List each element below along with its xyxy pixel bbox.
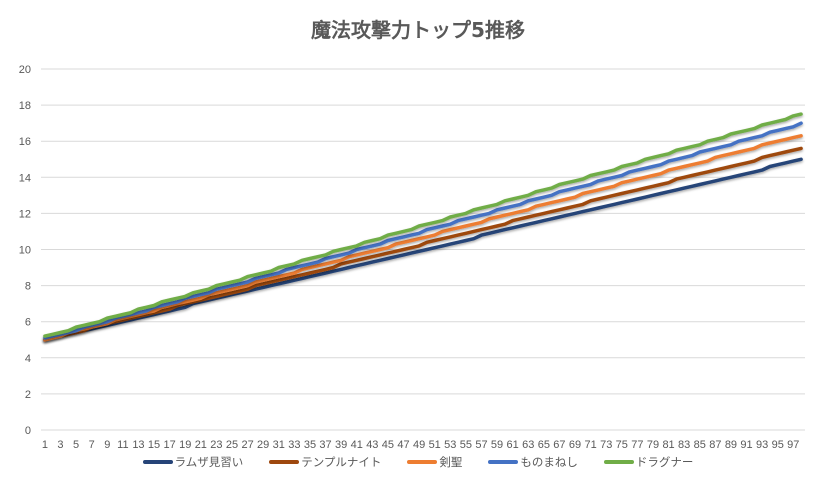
x-tick-label: 1 xyxy=(42,439,48,451)
x-axis-ticks: 1 3 5 7 9 11 13 15 17 19 21 23 25 27 29 31 33 35 37 39 41 43 4… xyxy=(42,439,800,451)
x-tick-label: 19 xyxy=(179,439,191,451)
x-tick-label: 65 xyxy=(538,439,550,451)
x-tick-label: 71 xyxy=(584,439,596,451)
legend-item: テンプルナイト xyxy=(269,454,381,470)
x-tick-label: 97 xyxy=(787,439,799,451)
y-tick-label: 20 xyxy=(19,64,31,76)
x-tick-label: 69 xyxy=(569,439,581,451)
series-line-3 xyxy=(43,134,803,342)
x-tick-label: 23 xyxy=(210,439,222,451)
y-tick-label: 4 xyxy=(25,353,31,365)
x-tick-label: 3 xyxy=(57,439,63,451)
series-lines xyxy=(43,112,803,342)
x-tick-label: 67 xyxy=(553,439,565,451)
series-line-5 xyxy=(43,112,803,338)
legend-label: テンプルナイト xyxy=(301,455,382,469)
x-tick-label: 91 xyxy=(740,439,752,451)
legend-item: 剣聖 xyxy=(407,454,462,470)
legend: ラムザ見習い テンプルナイト 剣聖 ものまねし ドラグナー xyxy=(0,454,836,470)
x-tick-label: 9 xyxy=(104,439,110,451)
y-tick-label: 0 xyxy=(25,425,31,437)
legend-item: ラムザ見習い xyxy=(142,454,244,470)
x-tick-label: 53 xyxy=(444,439,456,451)
x-tick-label: 37 xyxy=(319,439,331,451)
x-tick-label: 15 xyxy=(148,439,160,451)
legend-label: 剣聖 xyxy=(439,455,463,469)
x-tick-label: 57 xyxy=(475,439,487,451)
x-tick-label: 29 xyxy=(257,439,269,451)
x-tick-label: 7 xyxy=(89,439,95,451)
series-line-4 xyxy=(43,121,803,340)
x-tick-label: 79 xyxy=(647,439,659,451)
x-tick-label: 55 xyxy=(460,439,472,451)
legend-label: ものまねし xyxy=(520,455,578,469)
legend-swatch xyxy=(603,460,634,464)
y-tick-label: 10 xyxy=(19,245,31,257)
x-tick-label: 73 xyxy=(600,439,612,451)
legend-swatch xyxy=(407,460,438,464)
legend-item: ものまねし xyxy=(488,454,578,470)
legend-item: ドラグナー xyxy=(603,454,694,470)
y-tick-label: 12 xyxy=(19,208,31,220)
y-tick-label: 18 xyxy=(19,100,31,112)
x-tick-label: 77 xyxy=(631,439,643,451)
legend-swatch xyxy=(269,460,300,464)
x-tick-label: 41 xyxy=(351,439,363,451)
x-tick-label: 35 xyxy=(304,439,316,451)
legend-swatch xyxy=(488,460,519,464)
x-tick-label: 31 xyxy=(273,439,285,451)
y-tick-label: 6 xyxy=(25,317,31,329)
x-tick-label: 5 xyxy=(73,439,79,451)
legend-label: ドラグナー xyxy=(635,455,694,469)
x-tick-label: 59 xyxy=(491,439,503,451)
x-tick-label: 47 xyxy=(397,439,409,451)
x-tick-label: 85 xyxy=(694,439,706,451)
x-tick-label: 43 xyxy=(366,439,378,451)
y-tick-label: 16 xyxy=(19,136,31,148)
x-tick-label: 87 xyxy=(709,439,721,451)
y-tick-label: 8 xyxy=(25,281,31,293)
x-tick-label: 61 xyxy=(507,439,519,451)
y-axis-ticks: 0 2 4 6 8 10 12 14 16 18 20 xyxy=(19,64,31,437)
x-tick-label: 89 xyxy=(725,439,737,451)
x-tick-label: 17 xyxy=(164,439,176,451)
x-tick-label: 81 xyxy=(662,439,674,451)
x-tick-label: 75 xyxy=(616,439,628,451)
series-line-2 xyxy=(43,146,803,342)
series-line-1 xyxy=(43,157,803,342)
x-tick-label: 93 xyxy=(756,439,768,451)
x-tick-label: 13 xyxy=(132,439,144,451)
x-tick-label: 27 xyxy=(241,439,253,451)
x-tick-label: 45 xyxy=(382,439,394,451)
x-tick-label: 25 xyxy=(226,439,238,451)
chart-title: 魔法攻撃力トップ5推移 xyxy=(311,18,525,42)
y-tick-label: 14 xyxy=(19,172,31,184)
x-tick-label: 83 xyxy=(678,439,690,451)
y-tick-label: 2 xyxy=(25,389,31,401)
x-tick-label: 39 xyxy=(335,439,347,451)
x-tick-label: 49 xyxy=(413,439,425,451)
gridlines xyxy=(41,68,805,431)
x-tick-label: 11 xyxy=(117,439,128,451)
x-tick-label: 33 xyxy=(288,439,300,451)
x-tick-label: 51 xyxy=(429,439,441,451)
x-tick-label: 21 xyxy=(195,439,207,451)
legend-label: ラムザ見習い xyxy=(174,455,244,469)
x-tick-label: 63 xyxy=(522,439,534,451)
x-tick-label: 95 xyxy=(772,439,784,451)
legend-swatch xyxy=(142,460,173,464)
